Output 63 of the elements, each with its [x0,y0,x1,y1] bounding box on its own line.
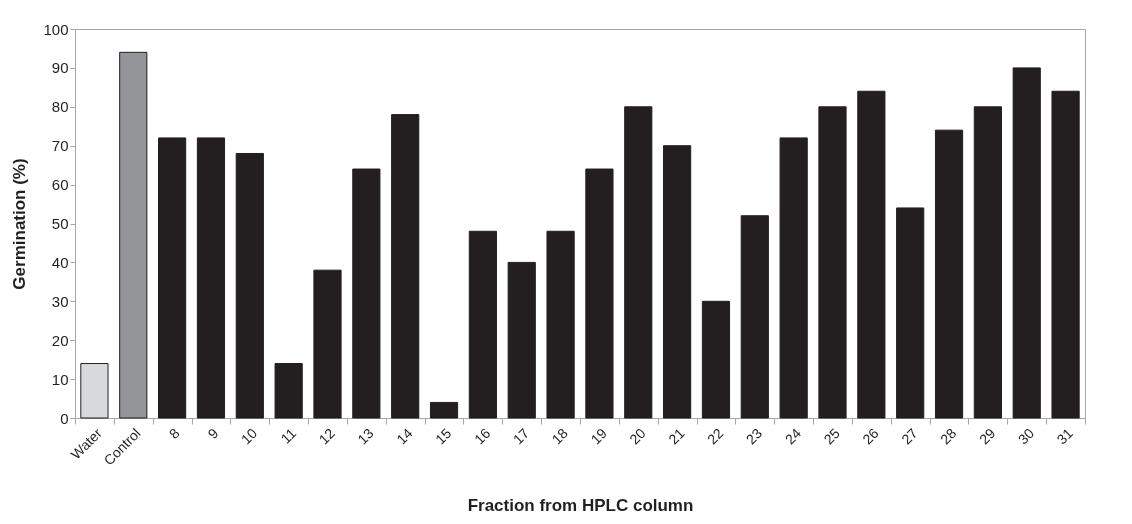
x-tick-label: 24 [781,424,805,448]
bar [934,129,964,419]
bar [119,51,148,419]
y-tick-label: 10 [51,370,69,388]
x-tick-label: 26 [859,424,882,448]
x-tick-label: 9 [204,424,222,442]
y-axis-title: Germination (%) [10,158,30,290]
bar [740,215,769,419]
bar [196,137,226,419]
bar [663,145,692,419]
x-tick-label: 25 [820,424,844,448]
bar [80,363,109,419]
bar [546,230,575,419]
bar [352,168,381,419]
x-tick-label: 21 [665,424,688,448]
x-tick-label: 30 [1014,424,1038,448]
y-tick-label: 100 [43,20,69,38]
bar [818,106,847,419]
bar [468,230,497,419]
y-tick-label: 70 [51,137,69,155]
x-axis-title: Fraction from HPLC column [467,496,694,516]
bar [391,114,420,419]
x-tick-label: 29 [975,424,999,448]
x-tick-label: 20 [626,424,649,448]
x-tick-label: 22 [704,424,727,448]
x-tick-label: 13 [354,424,377,448]
bar [857,90,886,419]
x-tick-label: 16 [470,424,494,448]
x-tick-label: 11 [277,424,300,447]
x-tick-label: 31 [1053,424,1077,448]
y-tick-label: 80 [51,98,69,116]
x-tick-label: 15 [432,424,455,448]
bar [507,261,536,419]
bar [235,152,264,419]
bar [1051,90,1080,419]
y-tick-label: 90 [51,59,69,77]
y-tick-label: 50 [51,215,69,232]
x-tick-label: 18 [548,424,572,448]
x-tick-label: 10 [237,424,261,448]
bar [158,137,187,419]
bar [973,106,1002,419]
bar [896,207,925,419]
x-tick-label: 19 [587,424,610,448]
bar [1012,67,1041,419]
y-tick-label: 20 [51,331,69,349]
x-tick-label: 8 [165,424,183,442]
x-tick-label: 17 [509,424,533,448]
bar [274,363,303,419]
x-tick-label: 12 [315,424,339,448]
x-tick-label: 27 [898,424,921,448]
bar [701,300,731,419]
bar [624,106,653,419]
x-tick-label: 28 [937,424,960,448]
bar [585,168,614,419]
bar [779,137,808,419]
y-tick-label: 60 [51,176,69,194]
y-tick-label: 0 [60,409,69,427]
y-tick-label: 40 [51,253,69,271]
bar [429,401,459,419]
y-tick-label: 30 [51,292,69,310]
x-tick-label: 23 [742,424,766,448]
x-tick-label: 14 [393,424,416,448]
bar [313,269,342,419]
